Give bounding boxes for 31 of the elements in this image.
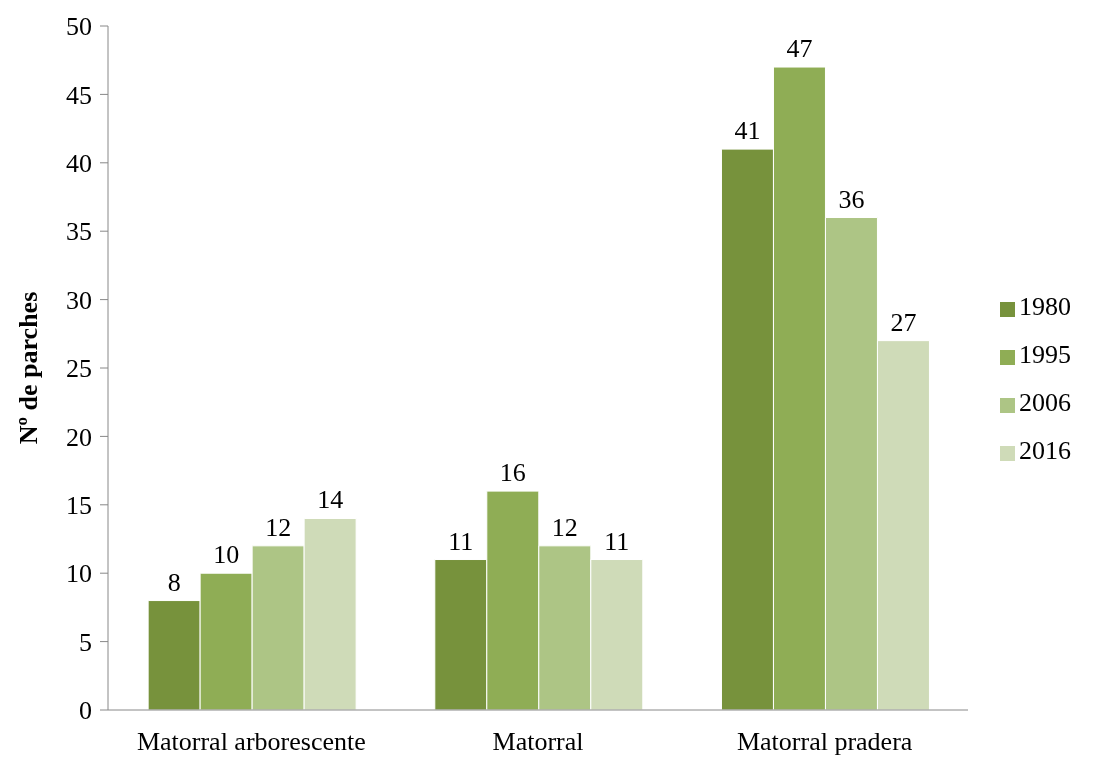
legend-label: 2006 bbox=[1019, 388, 1071, 417]
data-label: 12 bbox=[265, 512, 292, 542]
y-tick-label: 50 bbox=[66, 12, 92, 42]
y-tick-label: 25 bbox=[66, 354, 92, 384]
data-label: 12 bbox=[551, 512, 578, 542]
y-tick-label: 40 bbox=[66, 149, 92, 179]
data-label: 16 bbox=[499, 458, 526, 488]
legend-label: 1980 bbox=[1019, 292, 1071, 321]
x-tick-label: Matorral arborescente bbox=[136, 727, 366, 757]
legend-label: 2016 bbox=[1019, 436, 1071, 465]
y-tick-label: 35 bbox=[66, 217, 92, 247]
y-tick-label: 20 bbox=[66, 422, 92, 452]
data-label: 11 bbox=[604, 526, 630, 556]
data-label: 27 bbox=[890, 307, 917, 337]
data-label: 47 bbox=[786, 34, 813, 64]
y-tick-label: 30 bbox=[66, 285, 92, 315]
y-tick-label: 15 bbox=[66, 491, 92, 521]
legend-label: 1995 bbox=[1019, 340, 1071, 369]
data-label: 36 bbox=[838, 184, 865, 214]
y-tick-label: 45 bbox=[66, 80, 92, 110]
data-label: 8 bbox=[167, 567, 181, 597]
y-axis-title: Nº de parches bbox=[13, 291, 43, 445]
data-label: 11 bbox=[448, 526, 474, 556]
x-tick-label: Matorral bbox=[492, 727, 584, 757]
data-label: 14 bbox=[317, 485, 344, 515]
x-tick-label: Matorral pradera bbox=[736, 727, 913, 757]
data-label: 41 bbox=[734, 116, 761, 146]
y-tick-label: 0 bbox=[79, 696, 92, 726]
y-tick-label: 5 bbox=[79, 627, 92, 657]
y-tick-label: 10 bbox=[66, 559, 92, 589]
data-label: 10 bbox=[213, 540, 240, 570]
